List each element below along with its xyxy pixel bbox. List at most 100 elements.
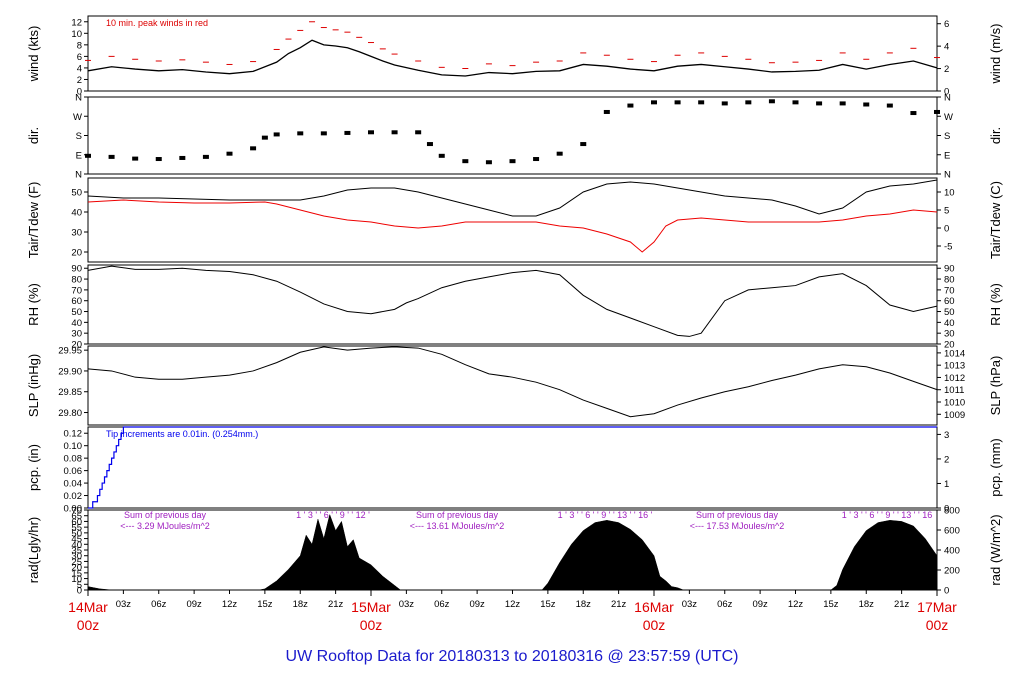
right-tick-label-slp: 1012 [944,373,965,384]
x-tick-label: 18z [576,599,592,610]
left-tick-label-slp: 29.95 [58,346,82,357]
x-tick-label: 15z [540,599,556,610]
left-tick-label-rh: 80 [71,275,82,286]
right-tick-label-slp: 1010 [944,398,965,409]
direction-mark [580,142,587,147]
direction-mark [85,153,91,158]
direction-mark [273,132,280,137]
day-label: 17Mar [917,599,957,615]
direction-mark [698,100,705,105]
right-tick-label-rh: 80 [944,275,955,286]
panel-frame-pcp [87,426,938,509]
direction-mark [745,100,752,105]
direction-mark [485,160,492,165]
direction-mark [391,130,398,135]
left-tick-label-rad: 65 [71,511,82,522]
left-tick-label-pcp: 0.04 [64,479,83,490]
series-rad-0 [87,513,938,591]
ylabel-right-dir: dir. [988,127,1003,144]
x-tick-label: 15z [257,599,273,610]
day-summary-value: <--- 17.53 MJoules/m^2 [690,521,785,531]
direction-mark [627,103,634,108]
ylabel-right-wind: wind (m/s) [988,24,1003,85]
direction-mark [651,100,657,105]
left-tick-label-rad: 0 [77,586,82,597]
panel-frame-rad [87,509,938,591]
ylabel-left-wind: wind (kts) [26,26,41,83]
direction-mark [462,159,469,164]
left-tick-label-rad: 30 [71,551,82,562]
direction-mark [368,130,374,135]
right-tick-label-dir: S [944,131,950,142]
direction-mark [816,101,823,106]
x-tick-label: 09z [752,599,768,610]
series-temp-1 [87,199,938,253]
left-tick-label-wind: 12 [71,17,82,28]
radiation-area [87,513,938,591]
annotation-pcp: Tip increments are 0.01in. (0.254mm.) [106,429,258,439]
panel-frame-temp [87,177,938,263]
right-tick-label-slp: 1011 [944,385,964,396]
right-tick-label-temp: 0 [944,224,949,235]
x-tick-label: 09z [469,599,485,610]
direction-mark [415,130,422,135]
left-tick-label-rh: 30 [71,329,82,340]
direction-mark [934,109,940,114]
right-tick-label-slp: 1009 [944,410,965,421]
ylabel-right-temp: Tair/Tdew (C) [988,181,1003,259]
hour-ticks-top: 1 ' 3 ' ' 6 ' ' 9 ' ' 13 ' ' 16 [842,510,933,520]
panel-frame-wind [87,15,938,92]
x-tick-label: 03z [682,599,698,610]
x-tick-label: 06z [151,599,167,610]
series-slp-0 [87,346,938,418]
left-tick-label-rh: 40 [71,318,82,329]
left-tick-label-rad: 15 [71,568,82,579]
left-tick-label-rad: 40 [71,540,82,551]
direction-mark [202,154,209,159]
hour-ticks-top: 1 ' 3 ' ' 6 ' ' 9 ' ' 13 ' ' 16 ' [558,510,653,520]
x-tick-label: 06z [434,599,450,610]
day-summary-label: Sum of previous day [416,510,499,520]
series-wind-0 [87,39,938,77]
ylabel-left-rh: RH (%) [26,283,41,326]
x-tick-label: 18z [859,599,875,610]
series-line-temp [87,179,938,217]
right-tick-label-rh: 20 [944,340,955,351]
ylabel-left-dir: dir. [26,127,41,144]
direction-mark [910,111,917,116]
right-tick-label-rad: 600 [944,526,960,537]
ylabel-right-rh: RH (%) [988,283,1003,326]
left-tick-label-rh: 70 [71,285,82,296]
day-hour-label: 00z [77,617,100,633]
series-temp-0 [87,179,938,217]
right-tick-label-rh: 60 [944,296,955,307]
right-tick-label-temp: -5 [944,242,952,253]
left-tick-label-slp: 29.80 [58,408,82,419]
right-tick-label-rh: 50 [944,307,955,318]
direction-mark [792,100,799,105]
right-tick-label-slp: 1014 [944,348,965,359]
left-tick-label-wind: 0 [77,87,82,98]
right-tick-label-temp: 10 [944,188,955,199]
right-tick-label-wind: 4 [944,42,949,53]
left-tick-label-dir: N [75,170,82,181]
day-hour-label: 00z [643,617,666,633]
left-tick-label-wind: 8 [77,40,82,51]
right-tick-label-pcp: 3 [944,430,949,441]
direction-mark [721,101,728,106]
left-tick-label-dir: N [75,93,82,104]
left-tick-label-temp: 50 [71,188,82,199]
left-tick-label-pcp: 0.02 [64,491,83,502]
x-tick-label: 09z [186,599,202,610]
direction-mark [556,151,563,156]
left-tick-label-dir: S [76,131,82,142]
direction-mark [179,155,186,160]
left-tick-label-rad: 55 [71,523,82,534]
right-tick-label-slp: 1013 [944,361,965,372]
left-tick-label-rh: 60 [71,296,82,307]
direction-mark [426,142,433,147]
left-tick-label-rad: 20 [71,563,82,574]
ylabel-right-pcp: pcp. (mm) [988,438,1003,497]
series-dir-0 [85,99,940,165]
